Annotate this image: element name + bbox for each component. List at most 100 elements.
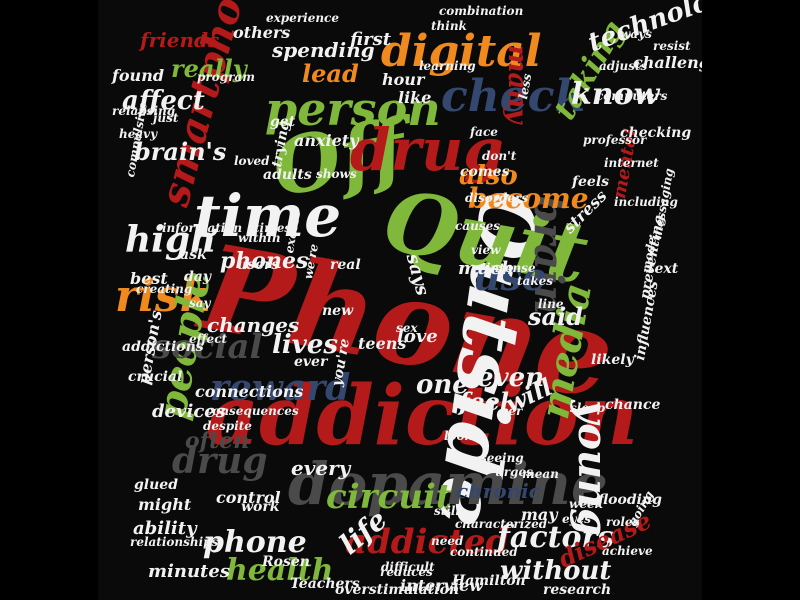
word-hour: hour [382,70,425,89]
word-addicted: addicted [345,522,510,562]
word-found: found [112,66,165,85]
word-per: per [500,404,523,418]
word-others: others [233,23,291,42]
word-ability: ability [133,518,197,539]
word-relationships: relationships [130,535,219,549]
word-comes: comes [460,164,510,180]
word-digital: digital [381,26,542,77]
word-difficult: difficult [381,560,435,574]
word-heavy: heavy [119,127,158,141]
word-urges: urges [495,465,533,479]
word-brains: brain's [134,137,227,166]
word-mean: mean [522,467,559,481]
word-lead: lead [302,59,359,88]
word-challenge: challenge [633,53,702,72]
word-circuit: circuit [326,477,452,517]
word-high: high [125,219,217,261]
word-dont: don't [482,149,517,163]
word-within: within [238,231,281,245]
word-takes: takes [517,274,554,288]
word-week: week [569,497,603,511]
word-crucial: crucial [128,369,183,385]
word-much: much [458,258,515,279]
word-Hamilton: Hamilton [452,573,526,589]
word-changes: changes [207,313,300,337]
word-love: love [397,326,438,347]
word-consequences: consequences [205,404,299,418]
word-still: still [434,504,460,518]
word-shows: shows [316,167,357,181]
word-seeing: seeing [480,451,524,465]
word-research: research [543,582,612,598]
word-health: health [226,553,334,588]
word-overstimulation: overstimulation [335,582,460,598]
word-also: also [459,161,518,191]
word-Teachers: Teachers [290,576,360,592]
word-control: control [216,488,281,507]
word-first: first [350,29,392,50]
word-phones: phones [220,248,309,274]
word-loved: loved [234,154,270,168]
word-information: information [162,221,243,235]
word-best: best [130,269,168,288]
word-addictions: addictions [122,339,204,355]
word-achieve: achieve [602,544,653,558]
word-addiction: addiction [206,368,639,464]
word-program: program [197,70,255,84]
word-learning: learning [419,59,476,73]
word-look: look [444,429,473,443]
word-resist: resist [653,39,691,53]
word-chronic: chronic [456,479,541,503]
word-relapsing: relapsing [112,104,176,118]
word-continued: continued [450,545,518,559]
word-likely: likely [591,352,634,368]
word-say: say [189,296,211,310]
word-person: person [265,82,441,136]
word-despite: despite [203,419,252,433]
word-factors: factors [497,520,615,555]
word-devices: devices [152,401,226,422]
word-sex: sex [396,321,418,335]
word-times: times [254,221,292,235]
word-ways: ways [620,27,652,41]
word-professor: professor [583,133,647,147]
word-characterized: characterized [455,517,548,531]
word-sleep: sleep [570,401,605,415]
word-affect: affect [122,86,205,116]
word-chance: chance [605,397,661,413]
word-really: really [171,54,247,83]
word-creating: creating [136,282,193,296]
word-connections: connections [195,382,304,401]
word-day: day [184,269,211,285]
word-eyes: eyes [562,512,591,526]
word-think: think [431,19,467,33]
word-every: every [291,456,351,480]
word-face: face [470,125,498,139]
word-feels: feels [572,174,610,190]
word-real: real [330,257,361,273]
word-experience: experience [266,11,339,25]
word-adults: adults [263,167,312,183]
word-teens: teens [358,334,407,353]
word-including: including [614,195,678,209]
word-drug-top: drug [350,116,504,184]
word-users: users [237,257,280,273]
word-one: one [416,370,469,400]
word-said: said [528,302,583,331]
word-internet: internet [604,156,659,170]
word-Rosen: Rosen [262,554,310,570]
word-get: get [270,114,296,130]
word-might: might [138,495,192,514]
word-ever: ever [294,354,328,370]
word-risk: risk [115,271,211,322]
word-disorders: disorders [465,191,529,205]
word-know: know [571,77,660,112]
word-work: work [241,499,280,515]
word-need: need [431,534,464,548]
word-text: text [648,261,679,277]
word-new: new [322,303,354,319]
word-social: social [152,327,263,367]
word-use: use [473,254,547,299]
word-computers: computers [596,89,668,103]
